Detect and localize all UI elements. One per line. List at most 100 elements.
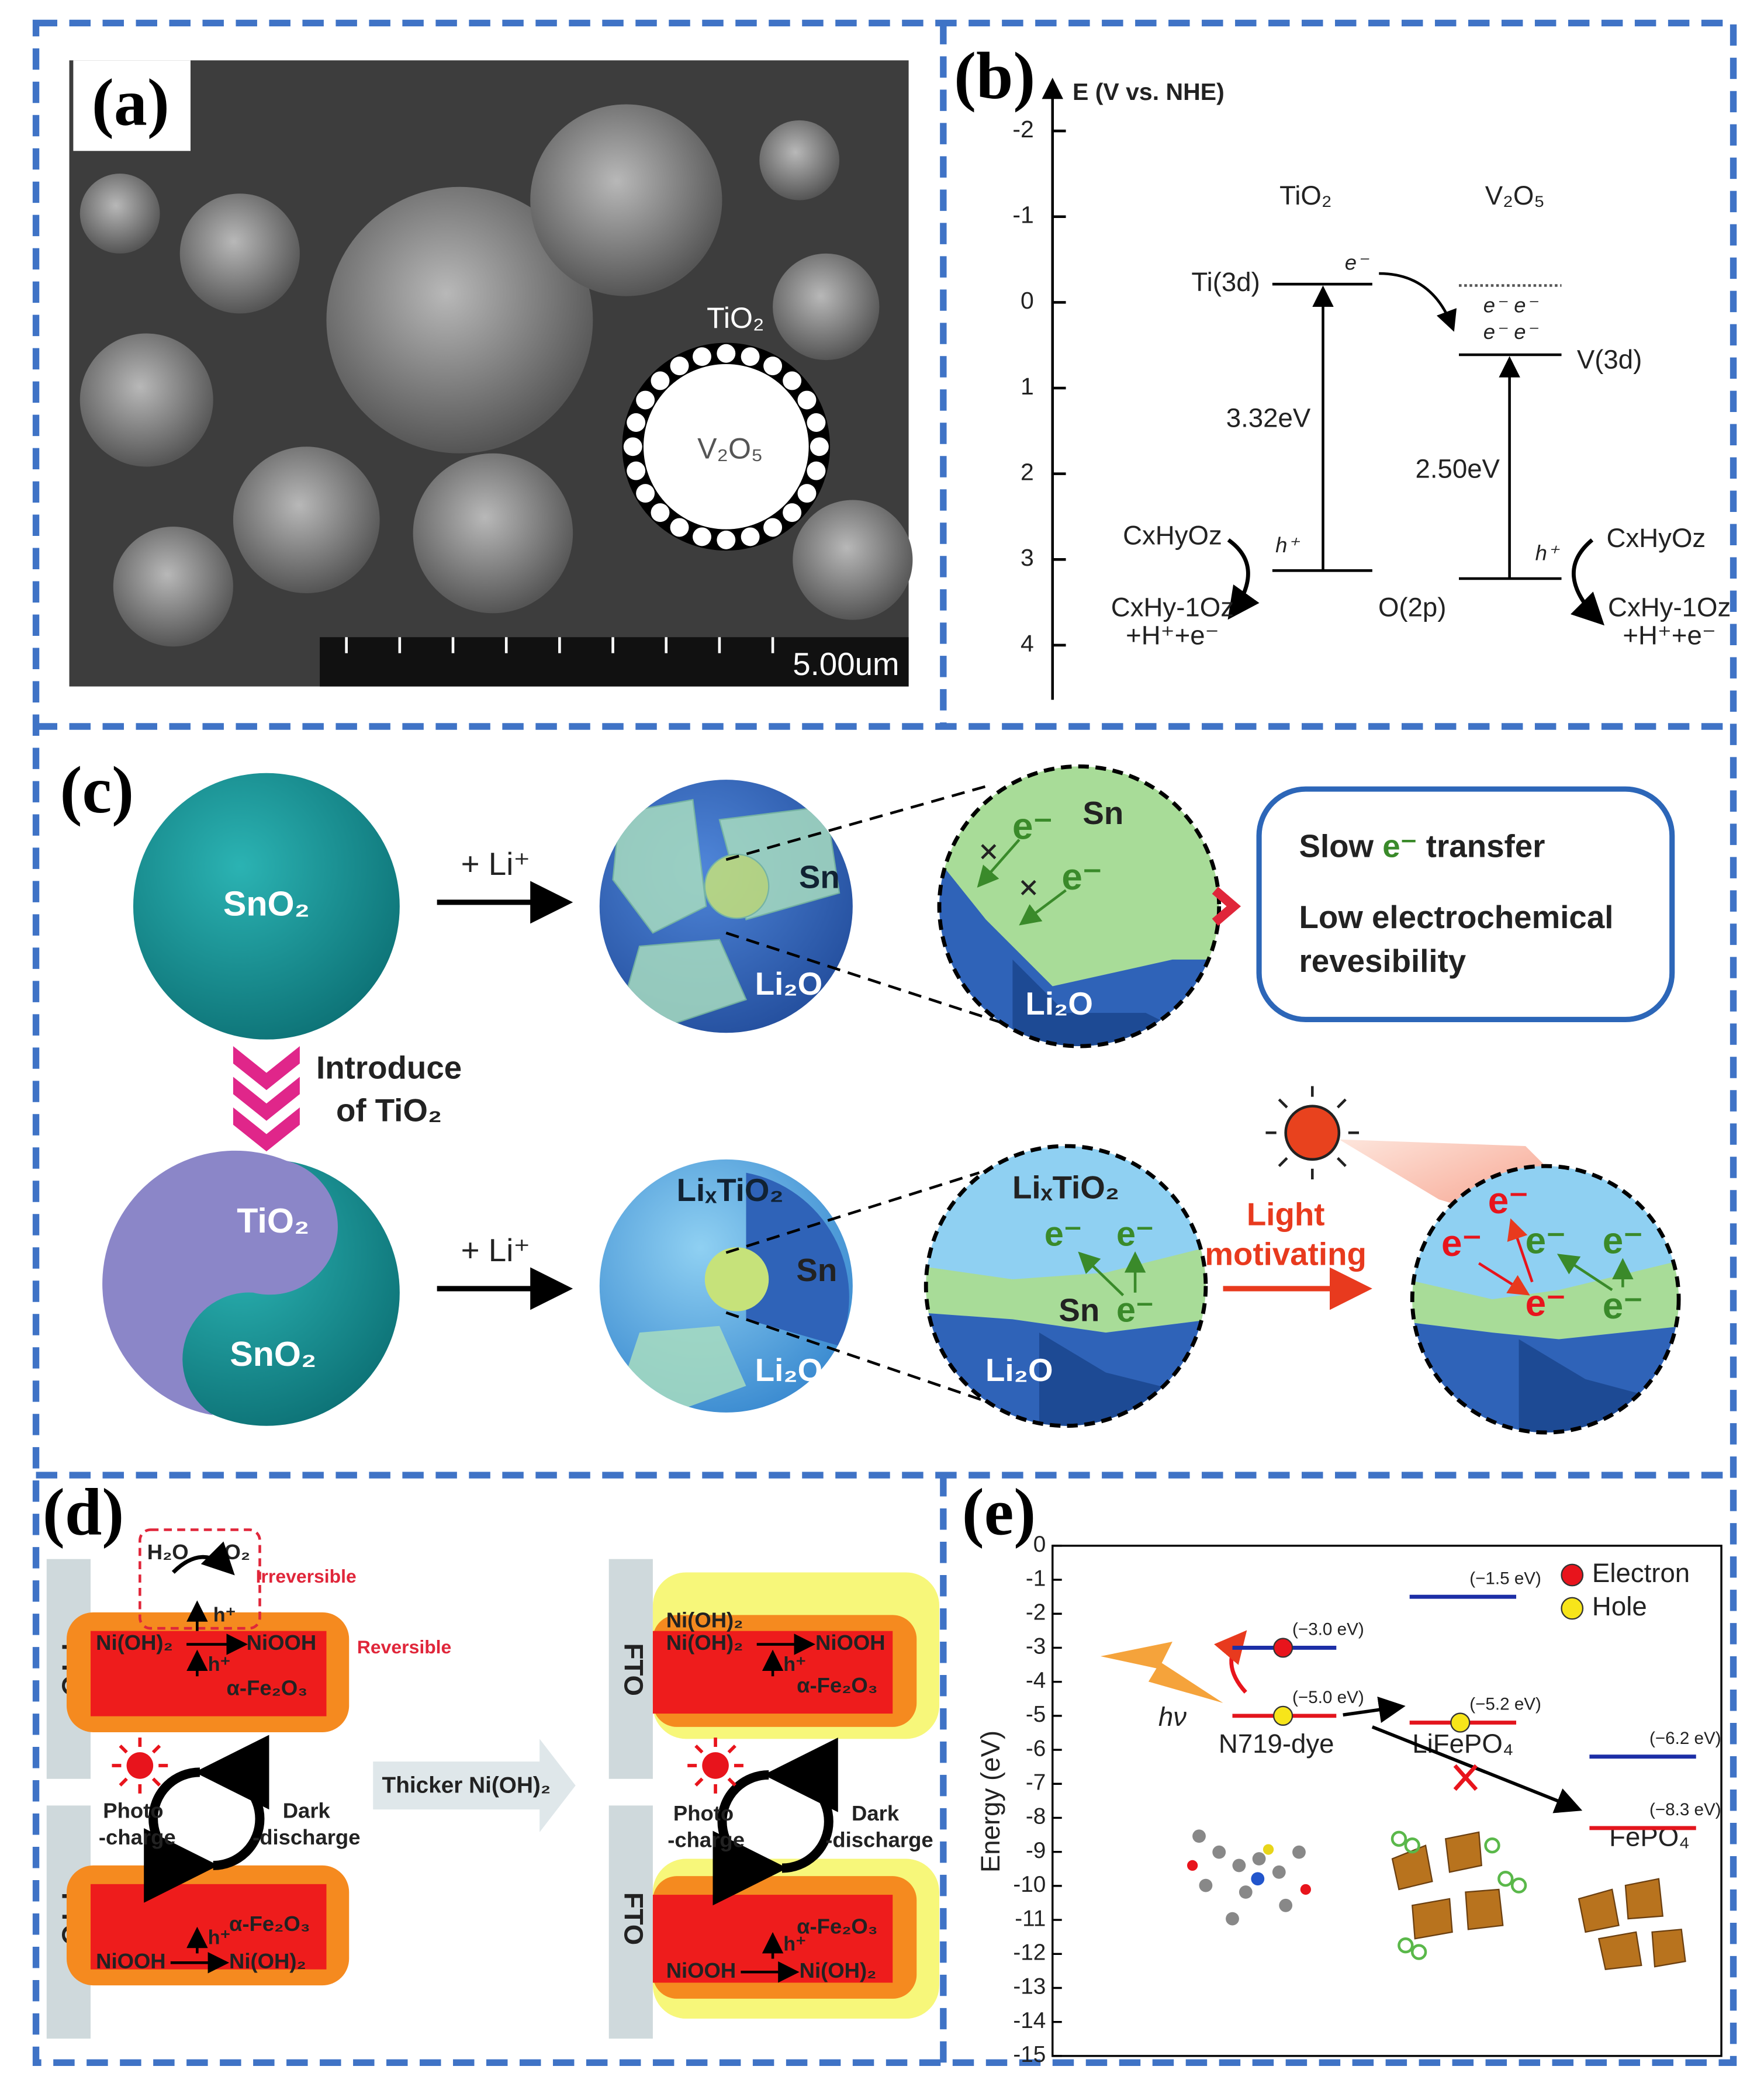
label: Ti(3d) xyxy=(1191,267,1260,297)
shell-particle xyxy=(693,347,711,366)
label: e⁻ xyxy=(1441,1222,1482,1264)
y-tick-label: 4 xyxy=(1021,630,1034,657)
shape xyxy=(1199,1878,1213,1892)
shape xyxy=(1404,1837,1420,1854)
shape xyxy=(171,1541,235,1576)
shape xyxy=(1391,1830,1527,1960)
shape xyxy=(530,104,722,296)
shape xyxy=(1251,1872,1265,1886)
label: CxHyOz xyxy=(1607,523,1706,553)
shape xyxy=(1279,1898,1293,1912)
cycle-arrow xyxy=(763,1738,838,1873)
shape xyxy=(79,333,213,467)
label: (e) xyxy=(962,1475,1036,1549)
shape xyxy=(612,799,707,934)
label: e⁻ xyxy=(1061,856,1102,898)
label: Li₂O xyxy=(1025,985,1092,1022)
y-tick-label: -13 xyxy=(1013,1974,1046,1999)
shape xyxy=(977,839,1021,888)
label: e⁻ xyxy=(1603,1219,1643,1261)
label: N719-dye xyxy=(1219,1729,1334,1759)
label: Reversible xyxy=(357,1636,451,1657)
label: SnO₂ xyxy=(223,884,310,923)
label: Energy (eV) xyxy=(976,1730,1005,1873)
label: 5.00um xyxy=(793,646,899,682)
sun-ray xyxy=(119,1777,128,1787)
label: 2.50eV xyxy=(1415,454,1500,483)
shell-particle xyxy=(807,461,826,480)
shape xyxy=(1507,1218,1534,1283)
shape xyxy=(32,19,1737,2066)
carrier-dot xyxy=(1273,1638,1293,1658)
label: +H⁺+e⁻ xyxy=(1623,620,1716,650)
label: h⁺ xyxy=(208,1926,231,1948)
label: (a) xyxy=(92,65,170,140)
label: V₂O₅ xyxy=(697,432,763,465)
shape xyxy=(1391,1831,1686,1970)
y-tick-label: 0 xyxy=(1033,1532,1046,1557)
y-tick-label: -7 xyxy=(1026,1770,1046,1795)
label: α-Fe₂O₃ xyxy=(227,1676,308,1700)
shape xyxy=(939,853,1219,1047)
shape xyxy=(1510,1877,1527,1894)
shape xyxy=(939,766,1219,1047)
label: revesibility xyxy=(1299,943,1466,979)
label: e⁻ xyxy=(1483,320,1508,344)
label: Slow xyxy=(1299,828,1374,864)
shape xyxy=(793,500,913,620)
sun-ray xyxy=(727,1745,736,1754)
label: -charge xyxy=(99,1825,176,1849)
label: Sn xyxy=(799,859,840,895)
shape xyxy=(233,1046,300,1152)
level-label: (−6.2 eV) xyxy=(1649,1729,1721,1748)
sun-ray xyxy=(727,1777,736,1787)
y-tick-label: 2 xyxy=(1021,458,1034,485)
label: Li₂O xyxy=(755,1352,822,1388)
sun xyxy=(702,1752,729,1779)
label: Sn xyxy=(796,1252,837,1288)
carrier-dot xyxy=(1450,1712,1471,1733)
shape xyxy=(1212,1845,1226,1859)
label: α-Fe₂O₃ xyxy=(229,1912,310,1936)
label: (d) xyxy=(43,1475,124,1549)
shape xyxy=(113,527,233,647)
shape xyxy=(179,193,300,314)
label: motivating xyxy=(1205,1236,1366,1272)
shape xyxy=(1272,1865,1286,1879)
shape xyxy=(1410,1944,1427,1960)
cycle-arrow xyxy=(194,1735,269,1870)
shape xyxy=(1412,1898,1453,1940)
shape xyxy=(1624,1878,1664,1920)
shell-particle xyxy=(636,484,655,503)
shell-particle xyxy=(741,347,760,366)
shape xyxy=(1336,1098,1347,1109)
shape xyxy=(320,637,909,687)
shape xyxy=(1239,1885,1253,1899)
label: Slow e⁻ transfer xyxy=(1299,828,1545,864)
shape xyxy=(981,844,1036,895)
y-tick-label: -10 xyxy=(1013,1872,1046,1897)
label: h⁺ xyxy=(783,1653,806,1676)
shape xyxy=(1212,887,1241,926)
shape xyxy=(759,120,840,200)
label: Dark xyxy=(283,1798,331,1822)
y-tick-label: 3 xyxy=(1021,544,1034,571)
label: Ni(OH)₂ xyxy=(96,1631,173,1655)
label: FTO xyxy=(618,1892,648,1945)
label: V(3d) xyxy=(1577,344,1642,374)
shape xyxy=(1597,1931,1642,1970)
label: Sn xyxy=(1059,1292,1099,1328)
shape xyxy=(1557,1254,1613,1292)
label: h⁺ xyxy=(213,1604,236,1626)
shape xyxy=(926,1146,1206,1426)
level-label: (−3.0 eV) xyxy=(1292,1620,1364,1639)
shape xyxy=(1256,786,1675,1023)
shape xyxy=(1497,1871,1514,1887)
label: FTO xyxy=(618,1643,648,1696)
label: Photo xyxy=(673,1801,734,1825)
shape xyxy=(608,1805,653,2039)
label: Light xyxy=(1247,1196,1325,1232)
shape xyxy=(1292,1845,1306,1859)
label: h⁺ xyxy=(208,1653,231,1676)
label: + Li⁺ xyxy=(461,846,531,882)
